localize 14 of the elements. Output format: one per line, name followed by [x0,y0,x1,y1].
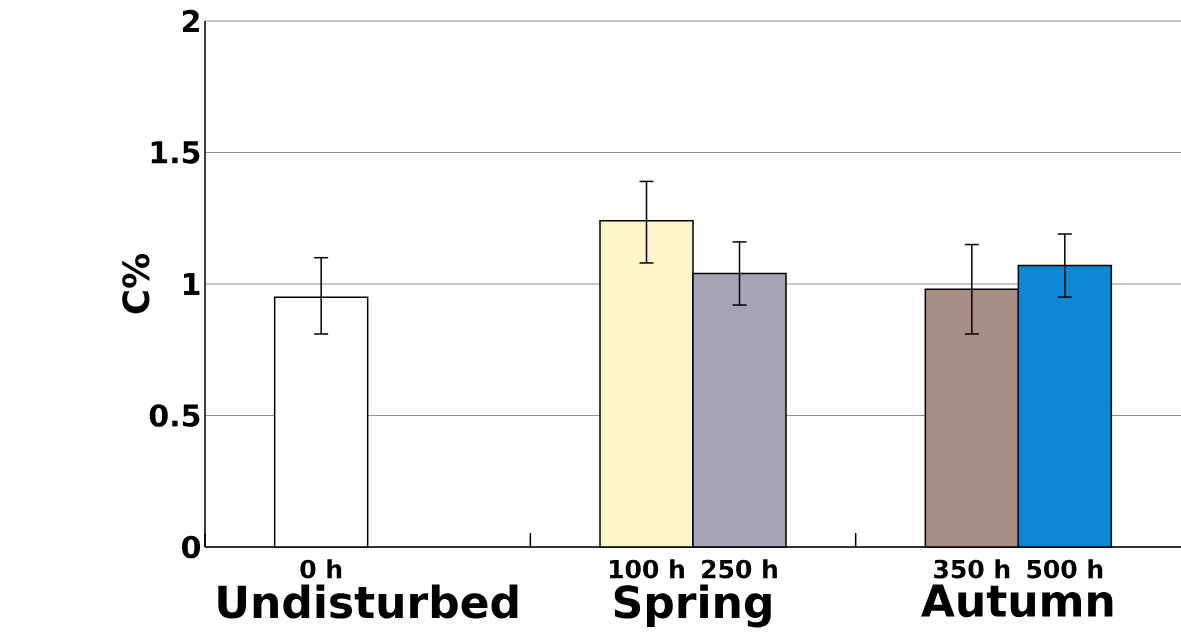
series-label: 0 h [300,559,342,579]
series-label: 100 h [609,559,684,579]
x-tick-label: Autumn [921,584,1113,618]
x-tick-label: Spring [614,584,771,628]
y-tick-label: 1 [183,273,200,295]
x-tick-label: Undisturbed [218,584,518,619]
y-tick-label: 0 [182,535,201,559]
y-tick-label: 2 [182,9,199,33]
series-label: 350 h [934,559,1010,579]
y-axis-title: C% [122,253,150,314]
series-label: 250 h [702,559,777,579]
y-tick-label: 0.5 [149,404,200,427]
y-tick-label: 1.5 [151,141,200,164]
series-label: 500 h [1027,559,1103,579]
